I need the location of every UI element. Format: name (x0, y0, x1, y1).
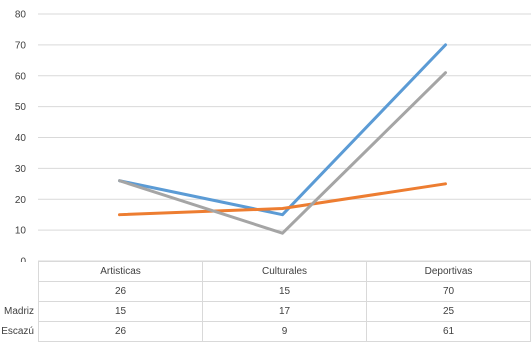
y-tick-label: 10 (15, 226, 27, 237)
series-line (118, 71, 447, 235)
y-axis: 0 10 20 30 40 50 60 70 80 (15, 10, 27, 263)
y-tick-label: 70 (15, 40, 27, 51)
category-label: Artisticas (38, 261, 203, 282)
data-value: 15 (38, 301, 203, 322)
data-table-header-row: Artisticas Culturales Deportivas (0, 261, 531, 282)
data-value: 9 (202, 321, 367, 342)
data-value: 17 (202, 301, 367, 322)
series-lines (118, 43, 447, 235)
data-table-row: Escazú 26 9 61 (0, 321, 531, 342)
data-value: 61 (366, 321, 531, 342)
data-value: 26 (38, 321, 203, 342)
category-label: Culturales (202, 261, 367, 282)
y-tick-label: 80 (15, 10, 27, 21)
line-chart: 0 10 20 30 40 50 60 70 80 (15, 10, 531, 263)
y-tick-label: 40 (15, 133, 27, 144)
gridlines (38, 13, 531, 262)
data-table-row: 26 15 70 (0, 281, 531, 302)
series-line (118, 43, 447, 217)
y-tick-label: 30 (15, 164, 27, 175)
category-label: Deportivas (366, 261, 531, 282)
data-table-row: Madriz 15 17 25 (0, 301, 531, 322)
data-table: Artisticas Culturales Deportivas 26 15 7… (0, 261, 531, 342)
data-value: 26 (38, 281, 203, 302)
data-table-corner (0, 262, 39, 282)
series-line (118, 182, 447, 217)
series-label: Madriz (0, 301, 39, 322)
data-value: 25 (366, 301, 531, 322)
data-value: 15 (202, 281, 367, 302)
y-tick-label: 20 (15, 195, 27, 206)
y-tick-label: 50 (15, 102, 27, 113)
series-label (0, 281, 39, 302)
series-label: Escazú (0, 321, 39, 342)
data-value: 70 (366, 281, 531, 302)
y-tick-label: 60 (15, 71, 27, 82)
y-tick-label: 0 (20, 257, 26, 263)
